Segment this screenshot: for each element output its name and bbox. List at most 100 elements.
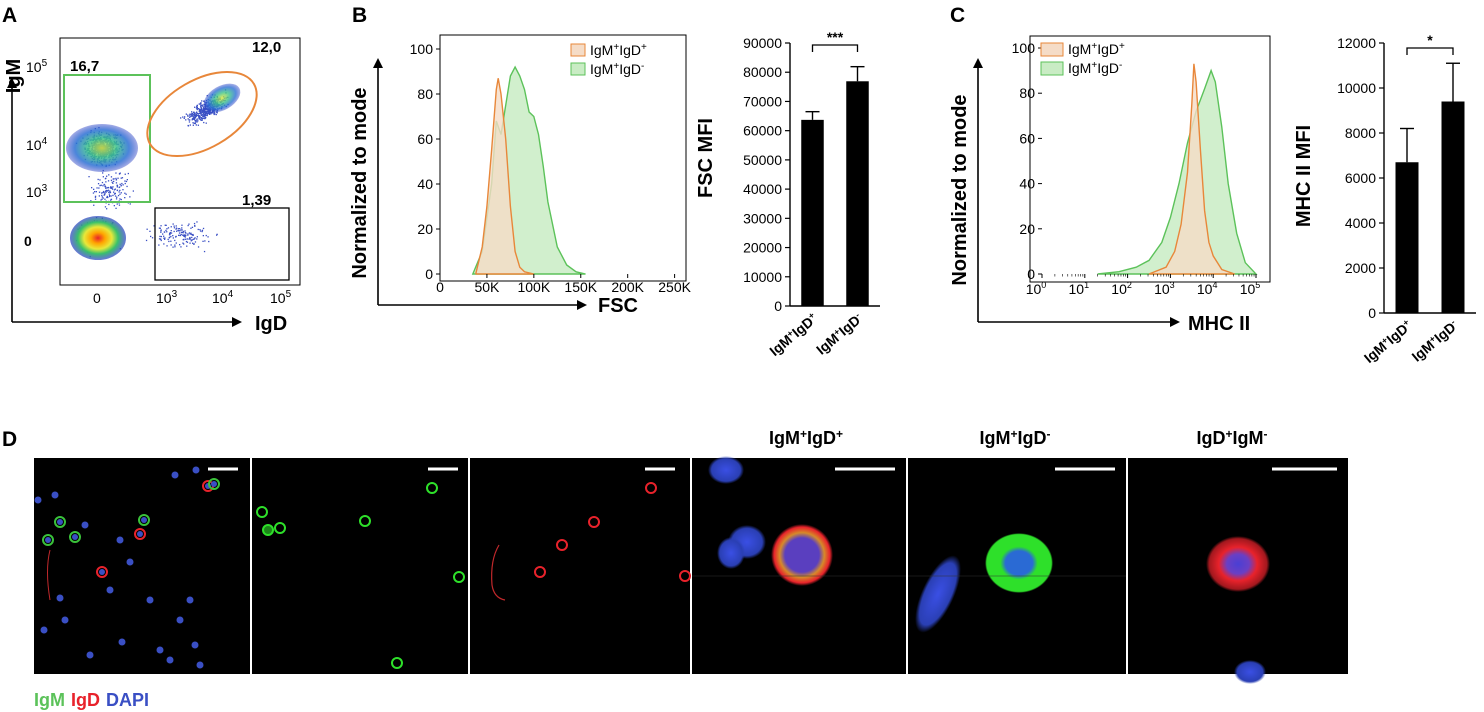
bar-category-label: IgM+IgD- bbox=[813, 310, 865, 358]
histogram-mhc-marks: 0 20 40 60 80 100 100 101 102 103 104 105 bbox=[1012, 40, 1261, 297]
flow-event-dot bbox=[162, 233, 164, 235]
flow-event-dot bbox=[113, 189, 116, 191]
flow-event-dot bbox=[211, 112, 213, 114]
flow-event-dot bbox=[124, 182, 126, 185]
flow-event-dot bbox=[204, 116, 206, 118]
x-tick-label: 50K bbox=[474, 279, 500, 295]
flow-event-dot bbox=[111, 181, 113, 183]
flow-event-dot bbox=[191, 118, 194, 120]
histogram-fsc-marks: 0 20 40 60 80 100 0 50K 100K 150K 200K 250K bbox=[410, 41, 692, 295]
flow-event-dot bbox=[216, 233, 218, 235]
flow-event-dot bbox=[197, 120, 199, 122]
flow-event-dot bbox=[206, 113, 208, 115]
cell-nucleus bbox=[72, 534, 78, 540]
legend-label-double-c: IgM+IgD+ bbox=[1068, 41, 1125, 57]
flow-event-dot bbox=[129, 196, 131, 198]
flow-event-dot bbox=[203, 111, 205, 113]
flow-event-dot bbox=[193, 238, 196, 240]
flow-event-dot bbox=[196, 107, 198, 109]
micro-panel-igm-channel bbox=[252, 458, 468, 674]
bar-1 bbox=[1441, 101, 1465, 313]
flow-event-dot bbox=[174, 239, 176, 242]
flow-event-dot bbox=[182, 239, 184, 241]
flow-event-dot bbox=[193, 222, 196, 225]
bar-chart-mhc-ylabel: MHC II MFI bbox=[1293, 125, 1315, 227]
flow-event-dot bbox=[196, 112, 199, 114]
flow-event-dot bbox=[124, 173, 126, 175]
flow-event-dot bbox=[106, 196, 108, 199]
flow-event-dot bbox=[196, 104, 198, 106]
flow-event-dot bbox=[190, 232, 192, 234]
flow-event-dot bbox=[193, 116, 195, 119]
flow-event-dot bbox=[189, 116, 191, 118]
flow-event-dot bbox=[177, 229, 179, 232]
flow-event-dot bbox=[173, 225, 175, 227]
flow-event-dot bbox=[191, 111, 193, 113]
flow-event-dot bbox=[181, 224, 183, 226]
flow-event-dot bbox=[182, 242, 184, 244]
flow-event-dot bbox=[195, 114, 197, 116]
flow-event-dot bbox=[194, 113, 196, 115]
cell-nucleus bbox=[99, 569, 105, 575]
flow-event-dot bbox=[188, 223, 190, 225]
flow-event-dot bbox=[191, 119, 193, 121]
micro-panel-igd-only bbox=[1128, 458, 1348, 684]
flow-event-dot bbox=[170, 232, 173, 234]
flow-event-dot bbox=[150, 235, 152, 238]
flow-event-dot bbox=[120, 198, 122, 201]
flow-event-dot bbox=[101, 194, 103, 197]
flow-event-dot bbox=[119, 183, 121, 185]
flow-event-dot bbox=[190, 227, 192, 229]
flow-event-dot bbox=[189, 238, 191, 240]
flow-event-dot bbox=[186, 241, 189, 243]
flow-event-dot bbox=[207, 112, 209, 115]
bar-y-tick-label: 40000 bbox=[743, 181, 782, 197]
flow-event-dot bbox=[175, 225, 177, 227]
flow-event-dot bbox=[188, 119, 190, 121]
flow-event-dot bbox=[199, 118, 201, 120]
flow-event-dot bbox=[190, 115, 192, 117]
flow-event-dot bbox=[104, 192, 106, 195]
y-tick-label: 100 bbox=[1012, 40, 1036, 56]
flow-y-tick-1: 103 bbox=[26, 183, 48, 200]
flow-event-dot bbox=[189, 113, 191, 115]
flow-event-dot bbox=[207, 111, 210, 113]
flow-event-dot bbox=[105, 177, 107, 179]
igm-stained-cell bbox=[426, 482, 438, 494]
flow-event-dot bbox=[208, 113, 211, 115]
flow-event-dot bbox=[98, 187, 100, 189]
micro-frame-igd bbox=[470, 458, 690, 674]
igm-stained-cell bbox=[274, 522, 286, 534]
flow-event-dot bbox=[202, 117, 204, 119]
flow-event-dot bbox=[195, 119, 197, 121]
flow-event-dot bbox=[199, 229, 201, 231]
flow-event-dot bbox=[192, 233, 194, 236]
flow-event-dot bbox=[181, 227, 183, 229]
flow-event-dot bbox=[175, 228, 177, 230]
flow-event-dot bbox=[199, 116, 201, 118]
flow-event-dot bbox=[116, 185, 119, 187]
flow-event-dot bbox=[184, 116, 186, 118]
flow-event-dot bbox=[116, 189, 118, 192]
bar-category-label: IgM+IgD+ bbox=[766, 310, 820, 359]
stained-cell bbox=[54, 516, 66, 528]
flow-event-dot bbox=[207, 236, 209, 238]
dapi-nucleus bbox=[56, 594, 64, 602]
flow-event-dot bbox=[198, 109, 201, 111]
stained-cell bbox=[96, 566, 108, 578]
flow-event-dot bbox=[114, 188, 116, 190]
flow-event-dot bbox=[200, 104, 202, 106]
flow-event-dot bbox=[196, 108, 198, 111]
flow-event-dot bbox=[187, 124, 189, 127]
bar-chart-fsc-ylabel: FSC MFI bbox=[695, 118, 717, 198]
flow-event-dot bbox=[179, 230, 181, 232]
flow-event-dot bbox=[169, 232, 171, 235]
flow-event-dot bbox=[189, 124, 191, 126]
flow-plot: 16,7 12,0 1,39 0 103 104 105 0 103 104 1… bbox=[3, 37, 301, 335]
merge-cells bbox=[34, 466, 220, 669]
flow-event-dot bbox=[172, 237, 174, 239]
flow-event-dot bbox=[205, 114, 207, 116]
flow-event-dot bbox=[160, 238, 162, 240]
flow-event-dot bbox=[191, 115, 193, 117]
bar-category-label: IgM+IgD- bbox=[1409, 317, 1461, 365]
